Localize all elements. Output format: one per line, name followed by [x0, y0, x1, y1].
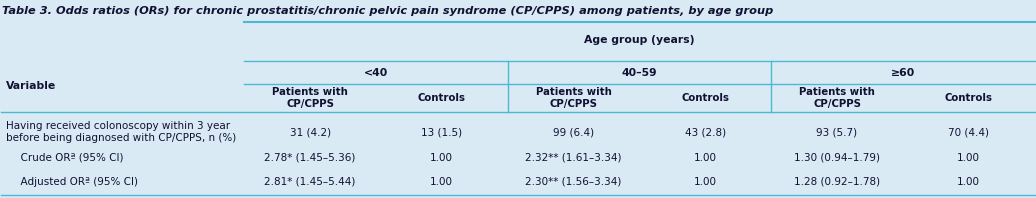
Text: Variable: Variable: [5, 81, 56, 91]
Text: 70 (4.4): 70 (4.4): [948, 127, 989, 137]
Text: Patients with
CP/CPPS: Patients with CP/CPPS: [799, 87, 875, 109]
Text: Controls: Controls: [682, 93, 729, 103]
Text: 2.30** (1.56–3.34): 2.30** (1.56–3.34): [525, 177, 622, 187]
Text: 2.81* (1.45–5.44): 2.81* (1.45–5.44): [264, 177, 355, 187]
Text: Adjusted ORª (95% CI): Adjusted ORª (95% CI): [13, 177, 138, 187]
Text: Patients with
CP/CPPS: Patients with CP/CPPS: [536, 87, 611, 109]
Text: 99 (6.4): 99 (6.4): [553, 127, 594, 137]
Text: Patients with
CP/CPPS: Patients with CP/CPPS: [272, 87, 348, 109]
Text: 1.00: 1.00: [694, 153, 717, 163]
Text: 2.32** (1.61–3.34): 2.32** (1.61–3.34): [525, 153, 622, 163]
Text: 40–59: 40–59: [622, 68, 657, 78]
Text: Controls: Controls: [418, 93, 466, 103]
Text: ≥60: ≥60: [891, 68, 915, 78]
Text: 1.00: 1.00: [957, 153, 980, 163]
Text: 1.00: 1.00: [430, 153, 454, 163]
Text: Age group (years): Age group (years): [584, 35, 695, 45]
Text: 93 (5.7): 93 (5.7): [816, 127, 858, 137]
Text: 1.30 (0.94–1.79): 1.30 (0.94–1.79): [794, 153, 880, 163]
Text: 13 (1.5): 13 (1.5): [422, 127, 462, 137]
Text: <40: <40: [364, 68, 388, 78]
Text: 1.28 (0.92–1.78): 1.28 (0.92–1.78): [794, 177, 880, 187]
Text: Crude ORª (95% CI): Crude ORª (95% CI): [13, 153, 123, 163]
Text: Having received colonoscopy within 3 year
before being diagnosed with CP/CPPS, n: Having received colonoscopy within 3 yea…: [5, 121, 236, 143]
Text: Controls: Controls: [945, 93, 992, 103]
Text: 43 (2.8): 43 (2.8): [685, 127, 726, 137]
Text: 31 (4.2): 31 (4.2): [289, 127, 330, 137]
Text: 1.00: 1.00: [430, 177, 454, 187]
Text: 2.78* (1.45–5.36): 2.78* (1.45–5.36): [264, 153, 355, 163]
Text: 1.00: 1.00: [694, 177, 717, 187]
Text: 1.00: 1.00: [957, 177, 980, 187]
Text: Table 3. Odds ratios (ORs) for chronic prostatitis/chronic pelvic pain syndrome : Table 3. Odds ratios (ORs) for chronic p…: [2, 6, 774, 16]
